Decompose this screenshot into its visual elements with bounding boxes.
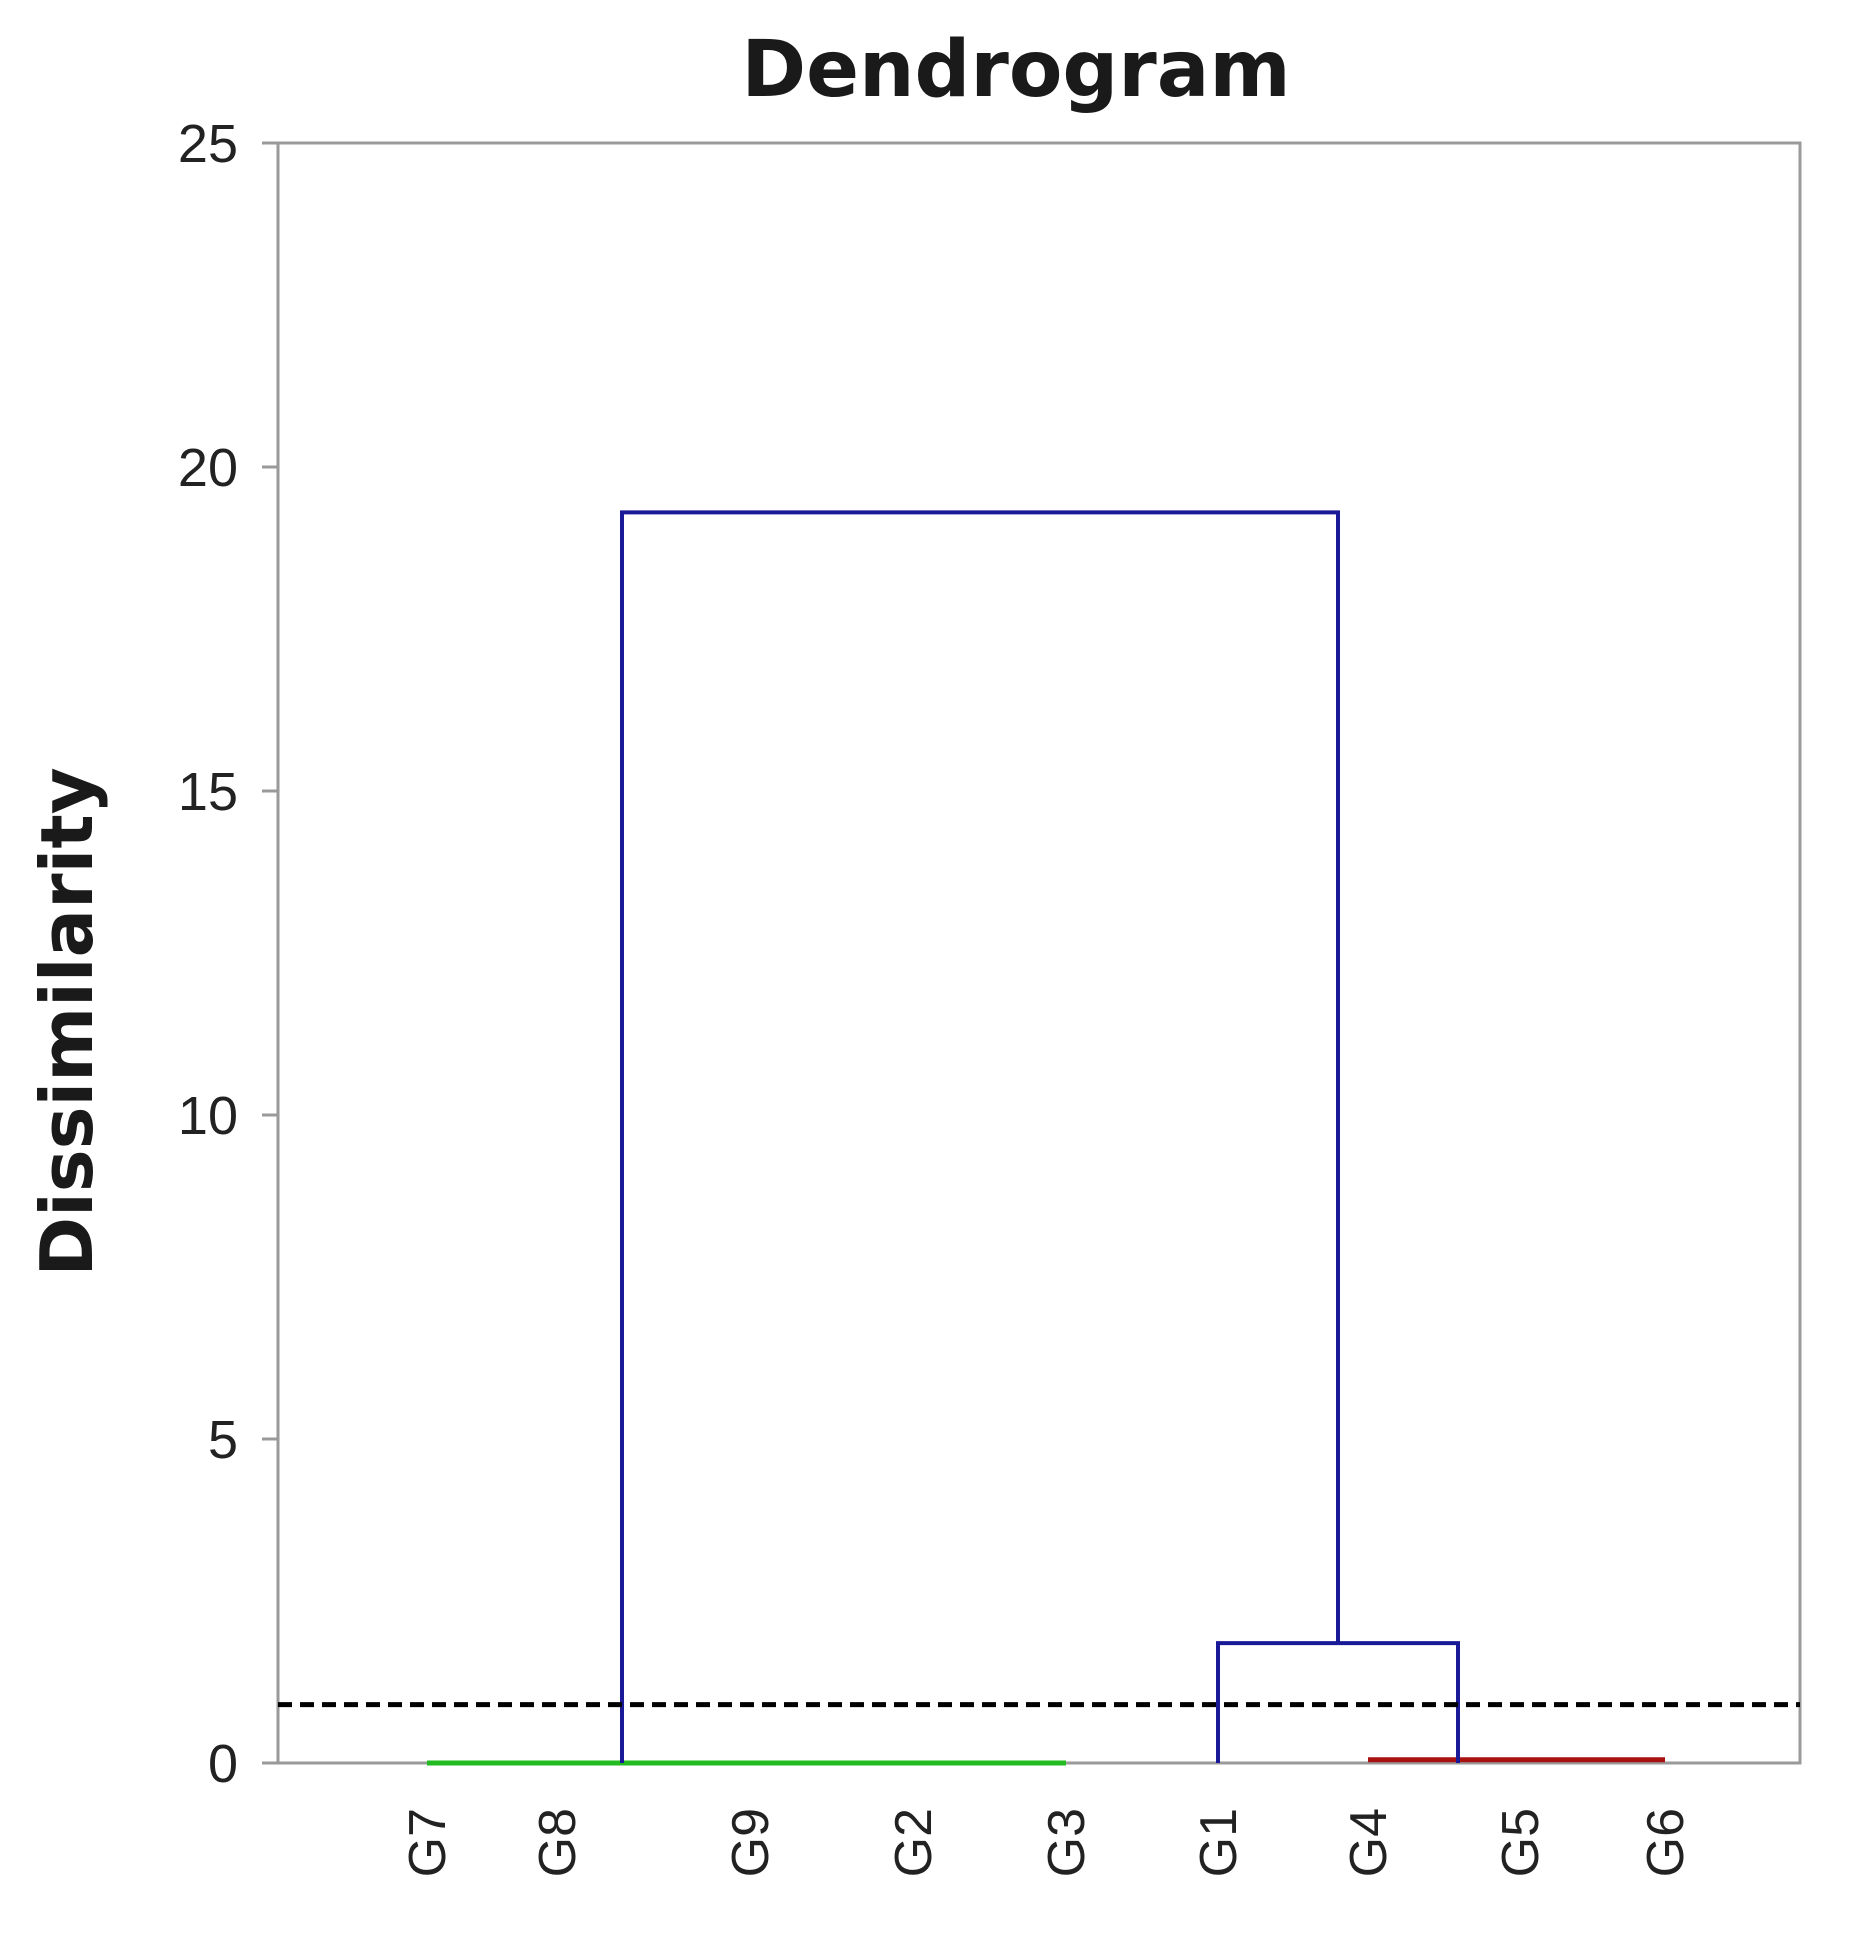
plot-frame bbox=[276, 141, 1802, 1765]
merge-link bbox=[620, 510, 1340, 1763]
y-axis-label: Dissimilarity bbox=[25, 767, 109, 1276]
leaf-label: G1 bbox=[1190, 1808, 1248, 1877]
leaf-labels: G7 G8 G9 G2 G3 G1 G4 G5 G6 bbox=[399, 1808, 1695, 1877]
y-axis-ticks: 0 5 10 15 20 25 bbox=[178, 114, 278, 1794]
chart-title: Dendrogram bbox=[741, 25, 1290, 115]
y-tick-label: 10 bbox=[178, 1086, 238, 1146]
leaf-label: G5 bbox=[1492, 1808, 1550, 1877]
y-tick-label: 0 bbox=[208, 1734, 238, 1794]
leaf-label: G3 bbox=[1038, 1808, 1096, 1877]
y-tick-label: 25 bbox=[178, 114, 238, 174]
leaf-label: G8 bbox=[529, 1808, 587, 1877]
leaf-label: G7 bbox=[399, 1808, 457, 1877]
y-tick-label: 15 bbox=[178, 762, 238, 822]
leaf-label: G4 bbox=[1340, 1808, 1398, 1877]
leaf-label: G9 bbox=[722, 1808, 780, 1877]
leaf-label: G2 bbox=[885, 1808, 943, 1877]
y-tick-label: 20 bbox=[178, 438, 238, 498]
leaf-label: G6 bbox=[1637, 1808, 1695, 1877]
dendrogram-links bbox=[427, 510, 1665, 1766]
plot-border bbox=[276, 141, 1802, 1765]
y-tick-label: 5 bbox=[208, 1410, 238, 1470]
